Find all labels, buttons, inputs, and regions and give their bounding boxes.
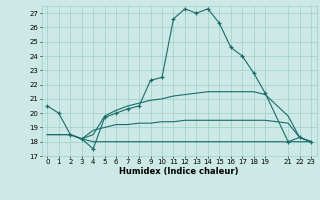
X-axis label: Humidex (Indice chaleur): Humidex (Indice chaleur)	[119, 167, 239, 176]
